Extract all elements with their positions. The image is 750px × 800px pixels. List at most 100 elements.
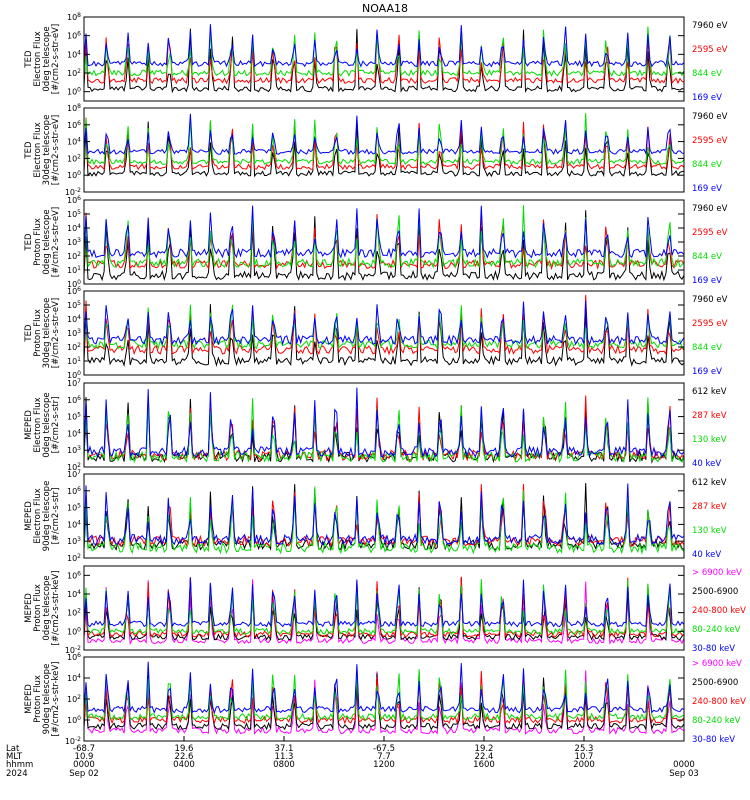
- legend-entry: 30-80 keV: [692, 644, 735, 654]
- y-tick-label: 107: [67, 378, 81, 388]
- legend-entry: 240-800 keV: [692, 697, 746, 707]
- panel-8: 10-2 100 102 104 106 MEPED Proton Flux 90deg te…: [24, 652, 746, 746]
- series-line-5-2: [83, 395, 685, 462]
- y-tick-label: 104: [67, 519, 81, 529]
- panel-frame: [83, 199, 685, 285]
- legend-entry: 844 eV: [692, 69, 722, 79]
- y-tick-label: 104: [67, 223, 81, 233]
- panel-ylabel-line: 30deg telescope: [42, 115, 52, 186]
- series-line-6-3: [83, 486, 685, 555]
- panel-5: 102 103 104 105 106 107 MEPED Electron Flux 0deg…: [24, 378, 727, 472]
- panel-ylabel-line: TED: [24, 141, 34, 160]
- panel-ylabel-line: 0deg telescope: [42, 209, 52, 274]
- row-label: 2024: [6, 769, 28, 779]
- y-tick-label: 10-2: [65, 187, 81, 197]
- y-tick-label: 103: [67, 328, 81, 338]
- legend-entry: 2500-6900: [692, 678, 738, 688]
- y-tick-label: 100: [67, 87, 81, 97]
- panel-ylabel-line: [#/cm2-s-str-keV]: [51, 662, 61, 737]
- y-tick-label: 104: [67, 673, 81, 683]
- series-line-7-4: [83, 579, 685, 636]
- y-tick-label: 108: [67, 103, 81, 113]
- panel-2: 10-2 100 102 104 106 108 TED Electron Flux 30deg…: [24, 103, 728, 197]
- y-tick-label: 104: [67, 314, 81, 324]
- legend-entry: 844 eV: [692, 160, 722, 170]
- row-label: Lat: [6, 744, 20, 754]
- row-label: MLT: [6, 752, 23, 762]
- panel-frame: [83, 290, 685, 376]
- panel-3: 100 101 102 103 104 105 106 TED Proton Flux 0deg …: [24, 195, 728, 289]
- y-tick-label: 100: [67, 626, 81, 636]
- y-tick-label: 102: [67, 608, 81, 618]
- series-line-4-3: [83, 304, 685, 351]
- y-tick-label: 104: [67, 589, 81, 599]
- legend-entry: 612 keV: [692, 387, 727, 397]
- x-tick-label-hhmm: 0400: [173, 760, 195, 770]
- y-tick-label: 106: [67, 195, 81, 205]
- x-tick-label-lat: 19.6: [175, 744, 194, 754]
- x-tick-label-hhmm: 1600: [473, 760, 495, 770]
- legend-entry: 30-80 keV: [692, 735, 735, 745]
- y-tick-label: 105: [67, 503, 81, 513]
- y-tick-label: 104: [67, 49, 81, 59]
- series-line-7-1: [83, 578, 685, 646]
- legend-entry: 2595 eV: [692, 45, 728, 55]
- y-tick-label: 102: [67, 694, 81, 704]
- series-line-2-2: [83, 117, 685, 171]
- legend-entry: 612 keV: [692, 478, 727, 488]
- panel-ylabel-line: [#/cm2-s-str-eV]: [51, 207, 61, 277]
- series-line-7-5: [83, 577, 685, 628]
- legend-entry: 287 keV: [692, 411, 727, 421]
- panel-ylabel-line: Proton Flux: [33, 309, 43, 357]
- panel-ylabel-line: MEPED: [24, 410, 34, 440]
- panel-ylabel-line: [#/cm2-s-str-eV]: [51, 115, 61, 185]
- panel-ylabel-line: 30deg telescope: [42, 298, 52, 369]
- y-tick-label: 106: [67, 570, 81, 580]
- panel-frame: [83, 473, 685, 559]
- series-line-2-4: [83, 113, 685, 156]
- y-tick-label: 106: [67, 120, 81, 130]
- series-line-1-4: [83, 24, 685, 68]
- panel-ylabel-line: [#/cm2-s-str-keV]: [51, 571, 61, 646]
- x-tick-label-date: Sep 03: [669, 769, 699, 779]
- y-tick-label: 10-2: [65, 645, 81, 655]
- legend-entry: 169 eV: [692, 367, 722, 377]
- series-line-6-2: [83, 483, 685, 549]
- y-tick-label: 100: [67, 170, 81, 180]
- series-line-3-1: [83, 210, 685, 282]
- panel-ylabel-line: 0deg telescope: [42, 26, 52, 91]
- series-line-2-1: [83, 120, 685, 178]
- series-line-7-3: [83, 576, 685, 639]
- x-tick-label-lat: 37.1: [275, 744, 294, 754]
- series-line-3-2: [83, 211, 685, 271]
- x-tick-label-mlt: 7.7: [377, 752, 391, 762]
- series-line-1-3: [83, 26, 685, 77]
- x-tick-label-hhmm: 0000: [73, 760, 95, 770]
- panel-ylabel-line: [#/cm2-s-str-eV]: [51, 24, 61, 94]
- x-tick-label-mlt: 11.3: [275, 752, 294, 762]
- series-line-3-4: [83, 205, 685, 259]
- panel-frame: [83, 565, 685, 651]
- panel-ylabel-line: MEPED: [24, 684, 34, 714]
- y-tick-label: 105: [67, 209, 81, 219]
- legend-entry: 7960 eV: [692, 295, 728, 305]
- panel-ylabel-line: Proton Flux: [33, 218, 43, 266]
- y-tick-label: 105: [67, 300, 81, 310]
- x-tick-label-mlt: 22.6: [175, 752, 194, 762]
- series-line-2-3: [83, 113, 685, 166]
- y-tick-label: 102: [67, 251, 81, 261]
- legend-entry: 80-240 keV: [692, 716, 741, 726]
- series-line-8-5: [83, 661, 685, 715]
- y-tick-label: 104: [67, 428, 81, 438]
- x-tick-label-date: Sep 02: [69, 769, 99, 779]
- y-tick-label: 100: [67, 279, 81, 289]
- y-tick-label: 10-2: [65, 736, 81, 746]
- series-line-1-2: [83, 32, 685, 85]
- y-tick-label: 101: [67, 356, 81, 366]
- y-tick-label: 102: [67, 462, 81, 472]
- y-tick-label: 105: [67, 412, 81, 422]
- y-tick-label: 106: [67, 395, 81, 405]
- y-tick-label: 104: [67, 137, 81, 147]
